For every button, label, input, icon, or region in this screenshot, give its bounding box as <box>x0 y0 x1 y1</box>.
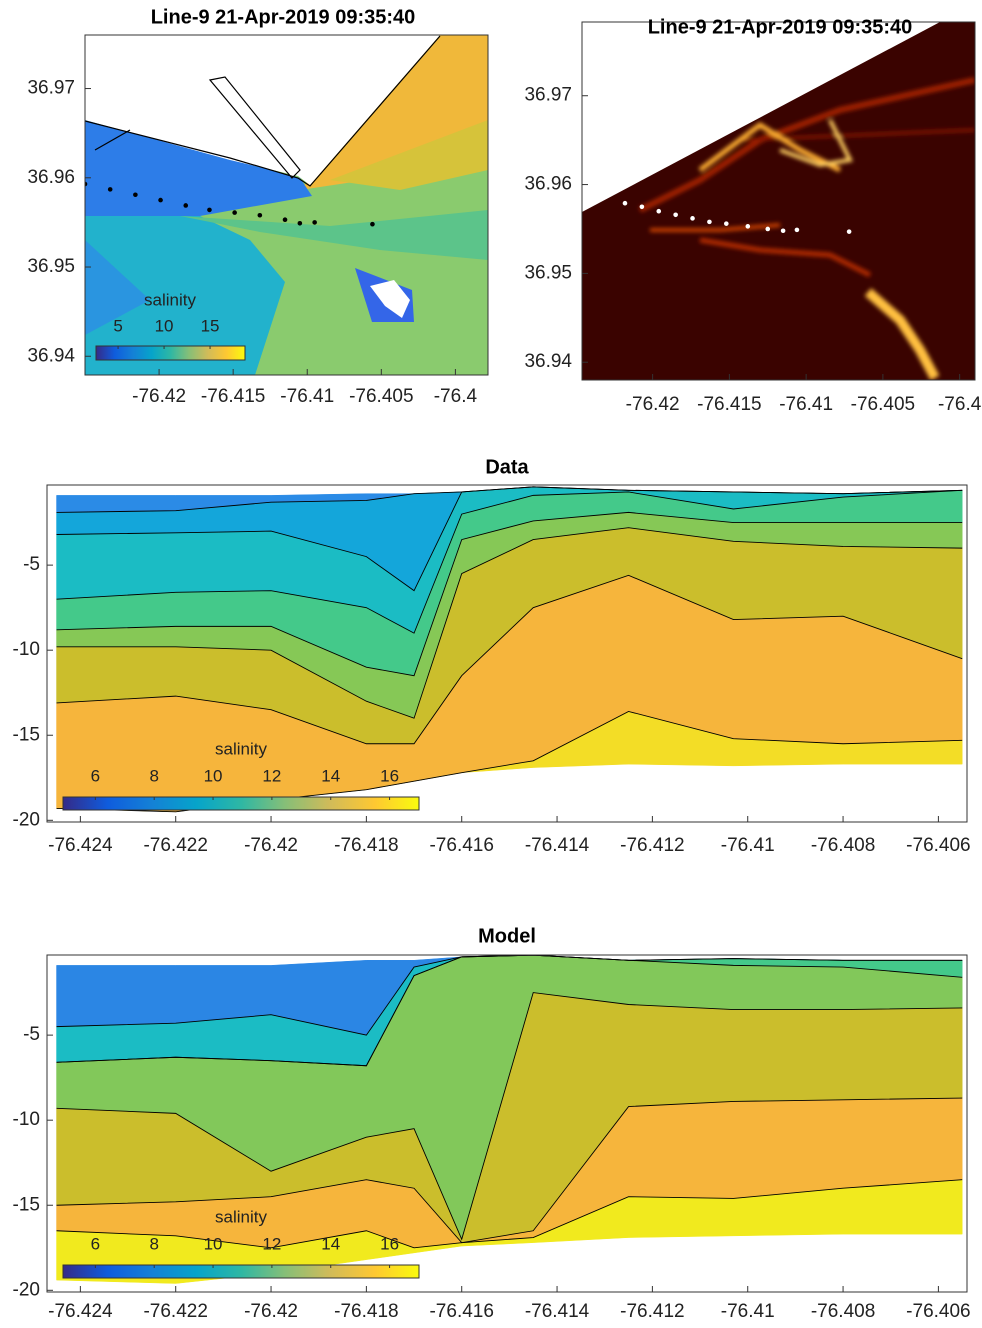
colorbar-label: salinity <box>144 290 196 309</box>
survey-point <box>207 208 212 213</box>
x-tick-label: -76.412 <box>620 1301 684 1322</box>
x-tick-label: -76.42 <box>132 386 186 407</box>
x-tick-label: -76.422 <box>143 1301 207 1322</box>
x-tick-label: -76.418 <box>334 835 398 856</box>
plot-area <box>57 487 963 812</box>
y-tick-label: -20 <box>13 809 40 830</box>
x-tick-label: -76.406 <box>906 835 970 856</box>
survey-point <box>108 187 113 192</box>
colorbar-tick-label: 6 <box>91 766 100 785</box>
survey-point <box>765 227 770 232</box>
panel-title: Line-9 21-Apr-2019 09:35:40 <box>648 16 913 38</box>
y-tick-label: -15 <box>13 1194 40 1215</box>
survey-point <box>158 198 163 203</box>
y-tick-label: 36.97 <box>27 78 75 99</box>
y-tick-label: -15 <box>13 724 40 745</box>
colorbar-tick-label: 8 <box>149 1234 158 1253</box>
survey-point <box>133 192 138 197</box>
y-tick-label: -5 <box>23 1024 40 1045</box>
survey-point <box>781 228 786 233</box>
survey-point <box>312 220 317 225</box>
survey-point <box>183 203 188 208</box>
colorbar-tick-label: 5 <box>113 316 122 335</box>
survey-point <box>707 220 712 225</box>
colorbar <box>63 797 419 810</box>
colorbar-tick-label: 12 <box>262 1234 281 1253</box>
y-tick-label: -10 <box>13 1109 40 1130</box>
survey-point <box>623 201 628 206</box>
survey-point <box>656 209 661 214</box>
x-tick-label: -76.406 <box>906 1301 970 1322</box>
x-tick-label: -76.416 <box>429 1301 493 1322</box>
colorbar-tick-label: 10 <box>204 766 223 785</box>
x-tick-label: -76.416 <box>429 835 493 856</box>
x-tick-label: -76.412 <box>620 835 684 856</box>
x-tick-label: -76.41 <box>779 394 833 415</box>
survey-point <box>258 213 263 218</box>
x-tick-label: -76.42 <box>244 835 298 856</box>
colorbar-tick-label: 14 <box>321 1234 340 1253</box>
panel-title: Line-9 21-Apr-2019 09:35:40 <box>151 6 416 28</box>
survey-point <box>745 224 750 229</box>
x-tick-label: -76.4 <box>434 386 478 407</box>
x-tick-label: -76.418 <box>334 1301 398 1322</box>
survey-point <box>298 221 303 226</box>
x-tick-label: -76.41 <box>721 835 775 856</box>
figure: Line-9 21-Apr-2019 09:35:40-76.42-76.415… <box>0 0 982 1328</box>
x-tick-label: -76.424 <box>48 835 113 856</box>
survey-point <box>795 228 800 233</box>
x-tick-label: -76.414 <box>525 1301 590 1322</box>
colorbar-tick-label: 16 <box>380 1234 399 1253</box>
colorbar-label: salinity <box>215 739 267 758</box>
colorbar-tick-label: 10 <box>204 1234 223 1253</box>
x-tick-label: -76.41 <box>721 1301 775 1322</box>
y-tick-label: -10 <box>13 639 40 660</box>
colorbar-tick-label: 6 <box>91 1234 100 1253</box>
colorbar-tick-label: 10 <box>155 316 174 335</box>
survey-point <box>673 212 678 217</box>
x-tick-label: -76.405 <box>851 394 915 415</box>
colorbar-label: salinity <box>215 1207 267 1226</box>
x-tick-label: -76.415 <box>201 386 265 407</box>
x-tick-label: -76.42 <box>626 394 680 415</box>
survey-point <box>232 210 237 215</box>
x-tick-label: -76.414 <box>525 835 590 856</box>
salinity-map-background <box>85 35 488 375</box>
x-tick-label: -76.408 <box>811 835 875 856</box>
y-tick-label: 36.95 <box>524 262 572 283</box>
x-tick-label: -76.424 <box>48 1301 113 1322</box>
colorbar-tick-label: 16 <box>380 766 399 785</box>
survey-point <box>640 204 645 209</box>
x-tick-label: -76.42 <box>244 1301 298 1322</box>
survey-point <box>724 221 729 226</box>
colorbar-tick-label: 15 <box>201 316 220 335</box>
x-tick-label: -76.405 <box>349 386 413 407</box>
plot-area <box>57 955 963 1283</box>
y-tick-label: 36.96 <box>27 167 75 188</box>
x-tick-label: -76.408 <box>811 1301 875 1322</box>
panel-title: Data <box>485 456 529 478</box>
colorbar-tick-label: 12 <box>262 766 281 785</box>
y-tick-label: 36.97 <box>524 85 572 106</box>
y-tick-label: 36.96 <box>524 174 572 195</box>
x-tick-label: -76.41 <box>280 386 334 407</box>
y-tick-label: 36.94 <box>27 345 75 366</box>
x-tick-label: -76.422 <box>143 835 207 856</box>
colorbar-tick-label: 14 <box>321 766 340 785</box>
survey-point <box>283 217 288 222</box>
survey-point <box>690 216 695 221</box>
x-tick-label: -76.4 <box>938 394 982 415</box>
y-tick-label: -20 <box>13 1279 40 1300</box>
y-tick-label: -5 <box>23 554 40 575</box>
x-tick-label: -76.415 <box>697 394 761 415</box>
backscatter-map-background <box>582 22 975 380</box>
colorbar-tick-label: 8 <box>149 766 158 785</box>
y-tick-label: 36.94 <box>524 351 572 372</box>
survey-point <box>370 222 375 227</box>
colorbar <box>63 1265 419 1278</box>
panel-title: Model <box>478 925 536 947</box>
y-tick-label: 36.95 <box>27 256 75 277</box>
survey-point <box>847 229 852 234</box>
